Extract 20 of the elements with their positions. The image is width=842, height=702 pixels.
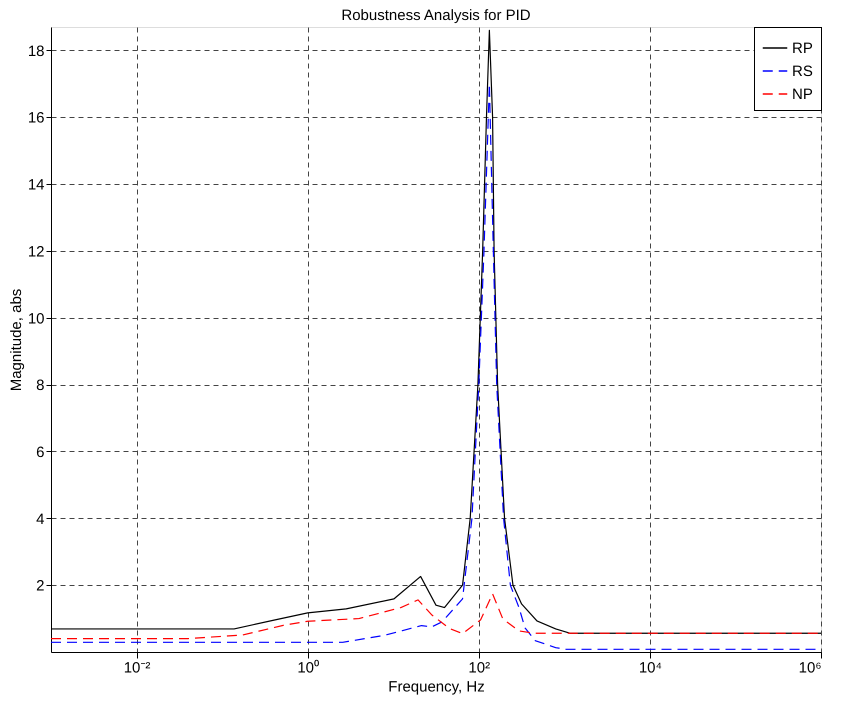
x-axis-title: Frequency, Hz	[388, 678, 485, 696]
x-tick-label: 10²	[468, 660, 490, 676]
y-tick-label: 16	[28, 110, 44, 127]
y-axis-title: Magnitude, abs	[8, 288, 25, 392]
x-tick-label: 10⁶	[798, 660, 822, 676]
x-tick-label: 10⁴	[638, 660, 662, 676]
legend-label: RS	[792, 63, 813, 80]
y-tick-label: 18	[28, 42, 44, 60]
y-tick-label: 2	[36, 578, 44, 595]
chart-title: Robustness Analysis for PID	[341, 7, 531, 24]
y-tick-label: 6	[36, 444, 44, 461]
legend-label: NP	[792, 86, 813, 103]
y-tick-label: 8	[36, 377, 44, 394]
legend-label: RP	[792, 40, 813, 57]
x-tick-label: 10⁰	[297, 660, 320, 676]
y-tick-label: 4	[36, 510, 44, 528]
y-tick-label: 12	[28, 243, 44, 260]
y-tick-label: 14	[28, 176, 44, 194]
y-tick-label: 10	[28, 310, 44, 328]
x-tick-label: 10⁻²	[124, 660, 150, 676]
